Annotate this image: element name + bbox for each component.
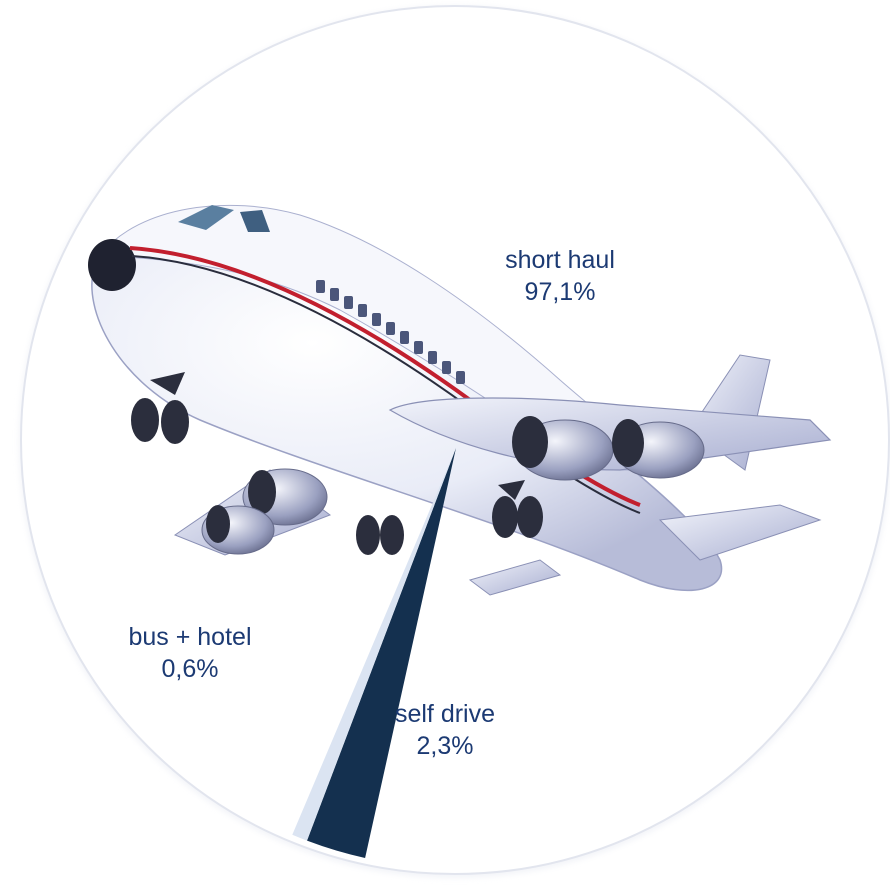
pie-value-short-haul: 97,1%: [525, 278, 596, 306]
pie-slice-self-drive: [306, 448, 456, 859]
pie-label-short-haul: short haul: [505, 246, 615, 274]
pie-slices: [292, 448, 456, 859]
pie-labels: short haul 97,1% self drive 2,3% bus + hotel…: [128, 246, 614, 760]
pie-label-self-drive: self drive: [395, 700, 495, 728]
pie-value-bus-hotel: 0,6%: [162, 655, 219, 683]
pie-value-self-drive: 2,3%: [417, 732, 474, 760]
airplane-illustration: [88, 204, 832, 596]
pie-slice-bus-hotel: [292, 448, 456, 841]
pie-label-bus-hotel: bus + hotel: [128, 623, 251, 651]
